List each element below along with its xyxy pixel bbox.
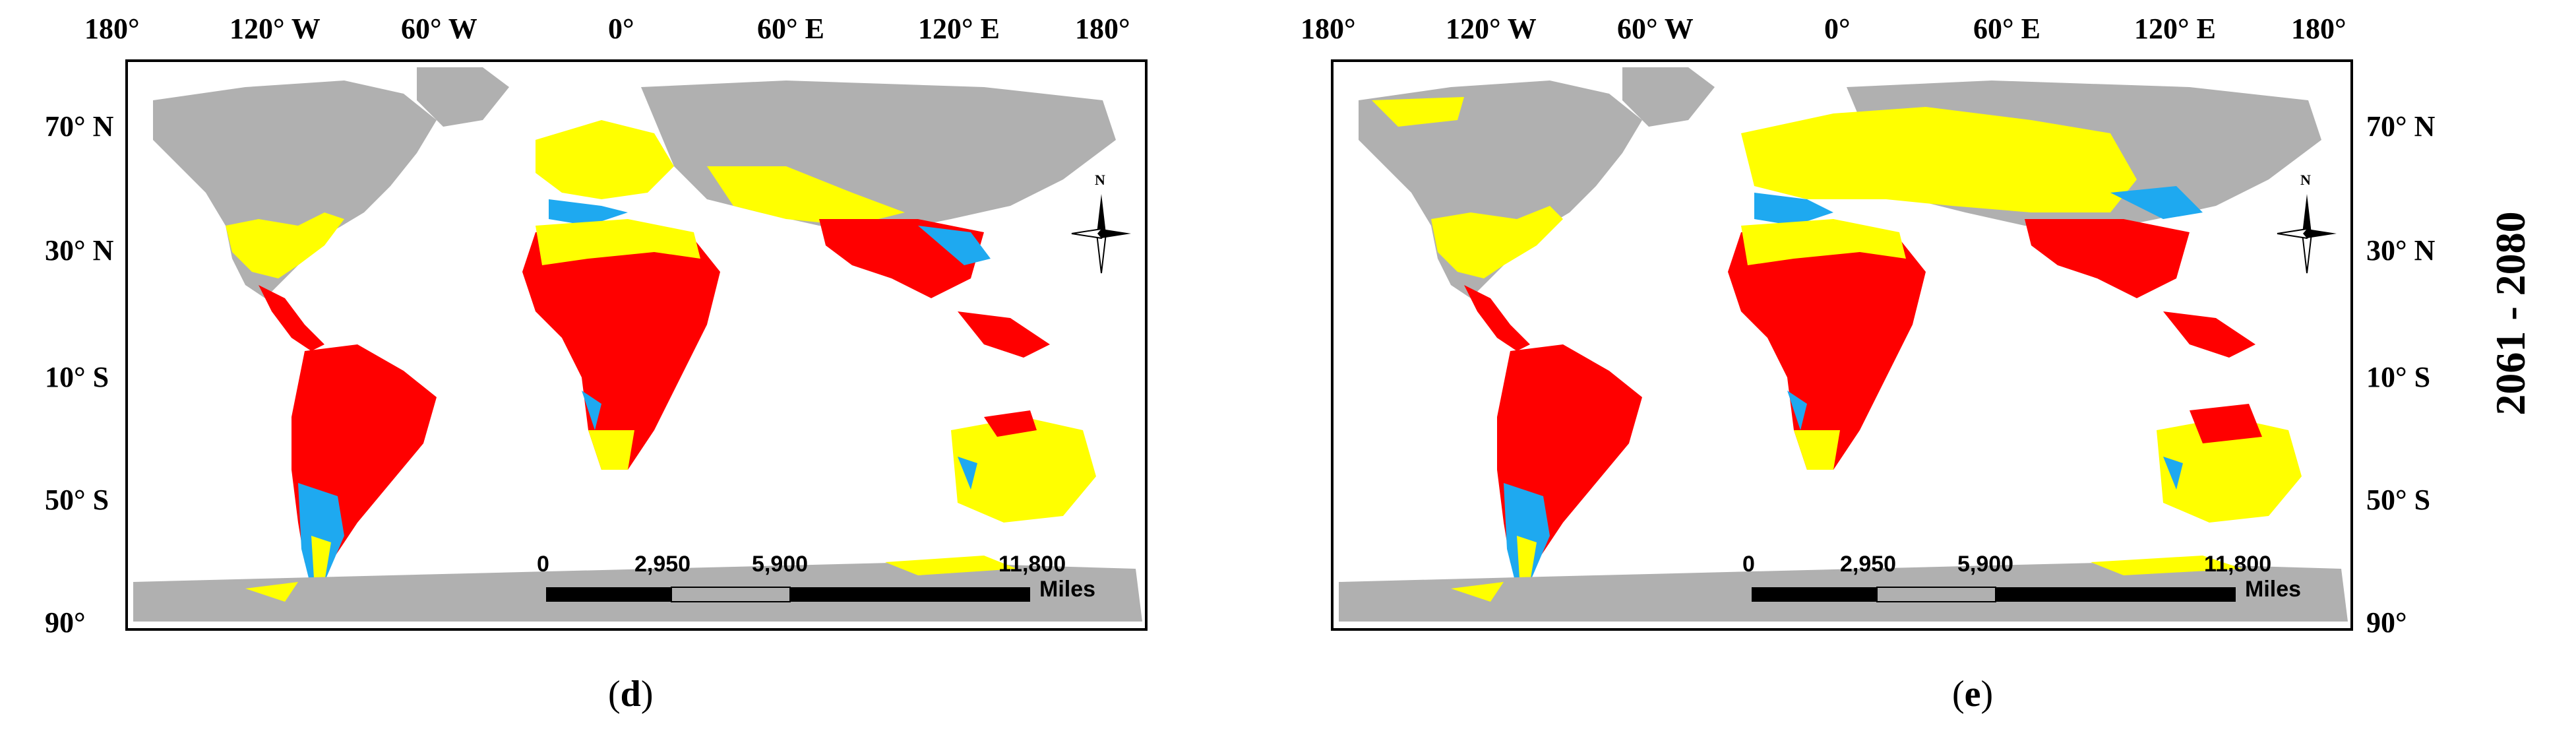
lon-label-180w: 180° (84, 13, 140, 45)
lon-label-180w: 180° (1301, 13, 1356, 45)
lat-label-70n: 70° N (45, 110, 114, 143)
scale-tick-3-d: 11,800 (998, 552, 1066, 577)
world-map-d (125, 59, 1148, 631)
lon-label-120e: 120° E (918, 13, 1000, 45)
lon-label-120w: 120° W (1446, 13, 1537, 45)
lat-label-90s: 90° (45, 606, 86, 639)
scale-tick-2-d: 5,900 (752, 552, 809, 577)
scale-unit-d: Miles (1039, 577, 1096, 602)
panel-label-e: (e) (1952, 674, 1994, 715)
lat-label-10s: 10° S (45, 361, 109, 393)
lon-label-60w: 60° W (401, 13, 477, 45)
north-label-d: N (1095, 172, 1105, 188)
scale-tick-1-e: 2,950 (1840, 552, 1897, 577)
lat-label-30n: 30° N (45, 234, 114, 267)
lon-label-180e: 180° (1075, 13, 1130, 45)
period-label: 2061 - 2080 (2487, 211, 2534, 416)
north-label-e: N (2300, 172, 2311, 188)
scale-tick-0-e: 0 (1742, 552, 1755, 577)
scale-unit-e: Miles (2245, 577, 2302, 602)
map-panel-e: 180° 120° W 60° W 0° 60° E 120° E 180° 7… (1216, 0, 2469, 737)
scale-tick-2-e: 5,900 (1957, 552, 2014, 577)
lat-label-50s: 50° S (2366, 484, 2431, 516)
lat-label-30n: 30° N (2366, 234, 2436, 267)
lat-label-10s: 10° S (2366, 361, 2431, 393)
lon-label-120w: 120° W (230, 13, 321, 45)
lon-label-60e: 60° E (1973, 13, 2040, 45)
lon-label-60e: 60° E (757, 13, 824, 45)
scale-tick-1-d: 2,950 (634, 552, 691, 577)
lon-label-180e: 180° (2291, 13, 2346, 45)
scale-tick-0-d: 0 (537, 552, 549, 577)
map-panel-d: 180° 120° W 60° W 0° 60° E 120° E 180° 7… (0, 0, 1187, 737)
lon-label-0: 0° (1824, 13, 1851, 45)
lat-label-50s: 50° S (45, 484, 109, 516)
lat-label-70n: 70° N (2366, 110, 2436, 143)
lat-label-90s: 90° (2366, 606, 2407, 639)
scale-tick-3-e: 11,800 (2204, 552, 2272, 577)
lon-label-120e: 120° E (2134, 13, 2216, 45)
lon-label-60w: 60° W (1617, 13, 1694, 45)
world-map-e (1331, 59, 2353, 631)
lon-label-0: 0° (608, 13, 634, 45)
panel-label-d: (d) (608, 674, 654, 715)
